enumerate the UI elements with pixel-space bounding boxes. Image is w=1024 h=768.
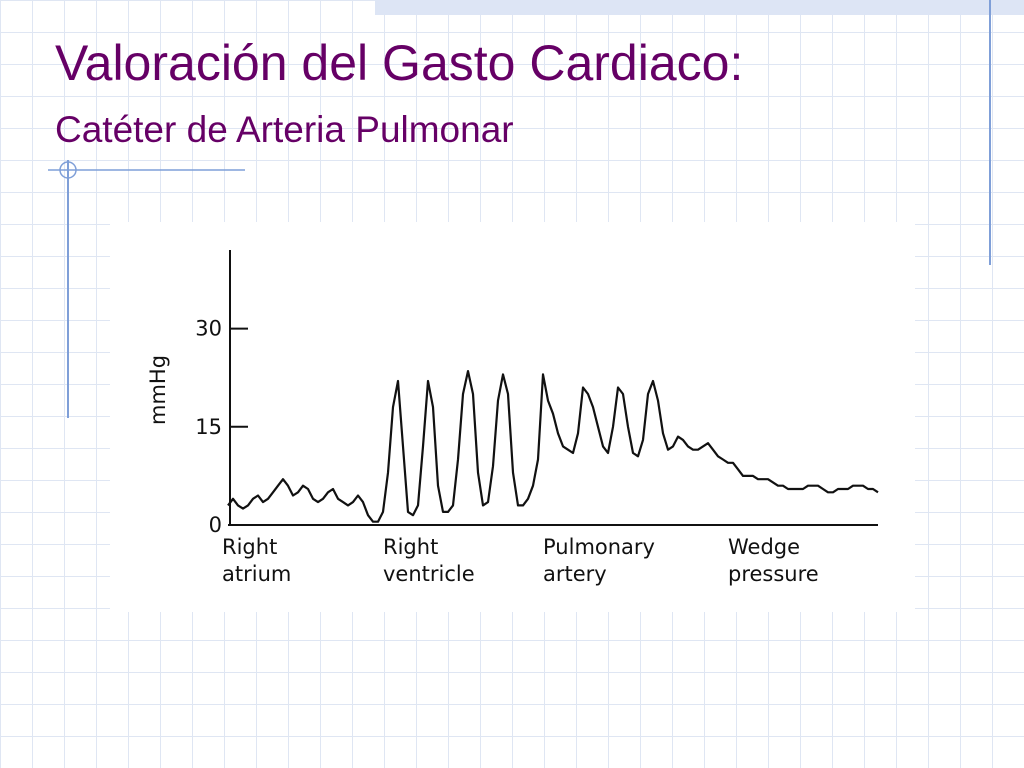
region-label: Right <box>383 535 438 559</box>
region-label: artery <box>543 562 607 586</box>
region-label: ventricle <box>383 562 475 586</box>
y-tick-label: 15 <box>195 415 222 439</box>
region-label: Wedge <box>728 535 800 559</box>
region-label: pressure <box>728 562 819 586</box>
deco-circle <box>59 161 77 179</box>
pressure-trace <box>227 370 879 523</box>
region-label: atrium <box>222 562 291 586</box>
chart-panel <box>110 222 915 612</box>
top-band <box>375 0 1024 15</box>
y-tick-label: 0 <box>209 513 222 537</box>
y-axis-label: mmHg <box>146 355 170 425</box>
chart-subtitle: Catéter de Arteria Pulmonar <box>55 109 514 150</box>
region-label: Right <box>222 535 277 559</box>
y-tick-label: 30 <box>195 317 222 341</box>
chart-title: Valoración del Gasto Cardiaco: <box>55 35 743 91</box>
region-label: Pulmonary <box>543 535 655 559</box>
